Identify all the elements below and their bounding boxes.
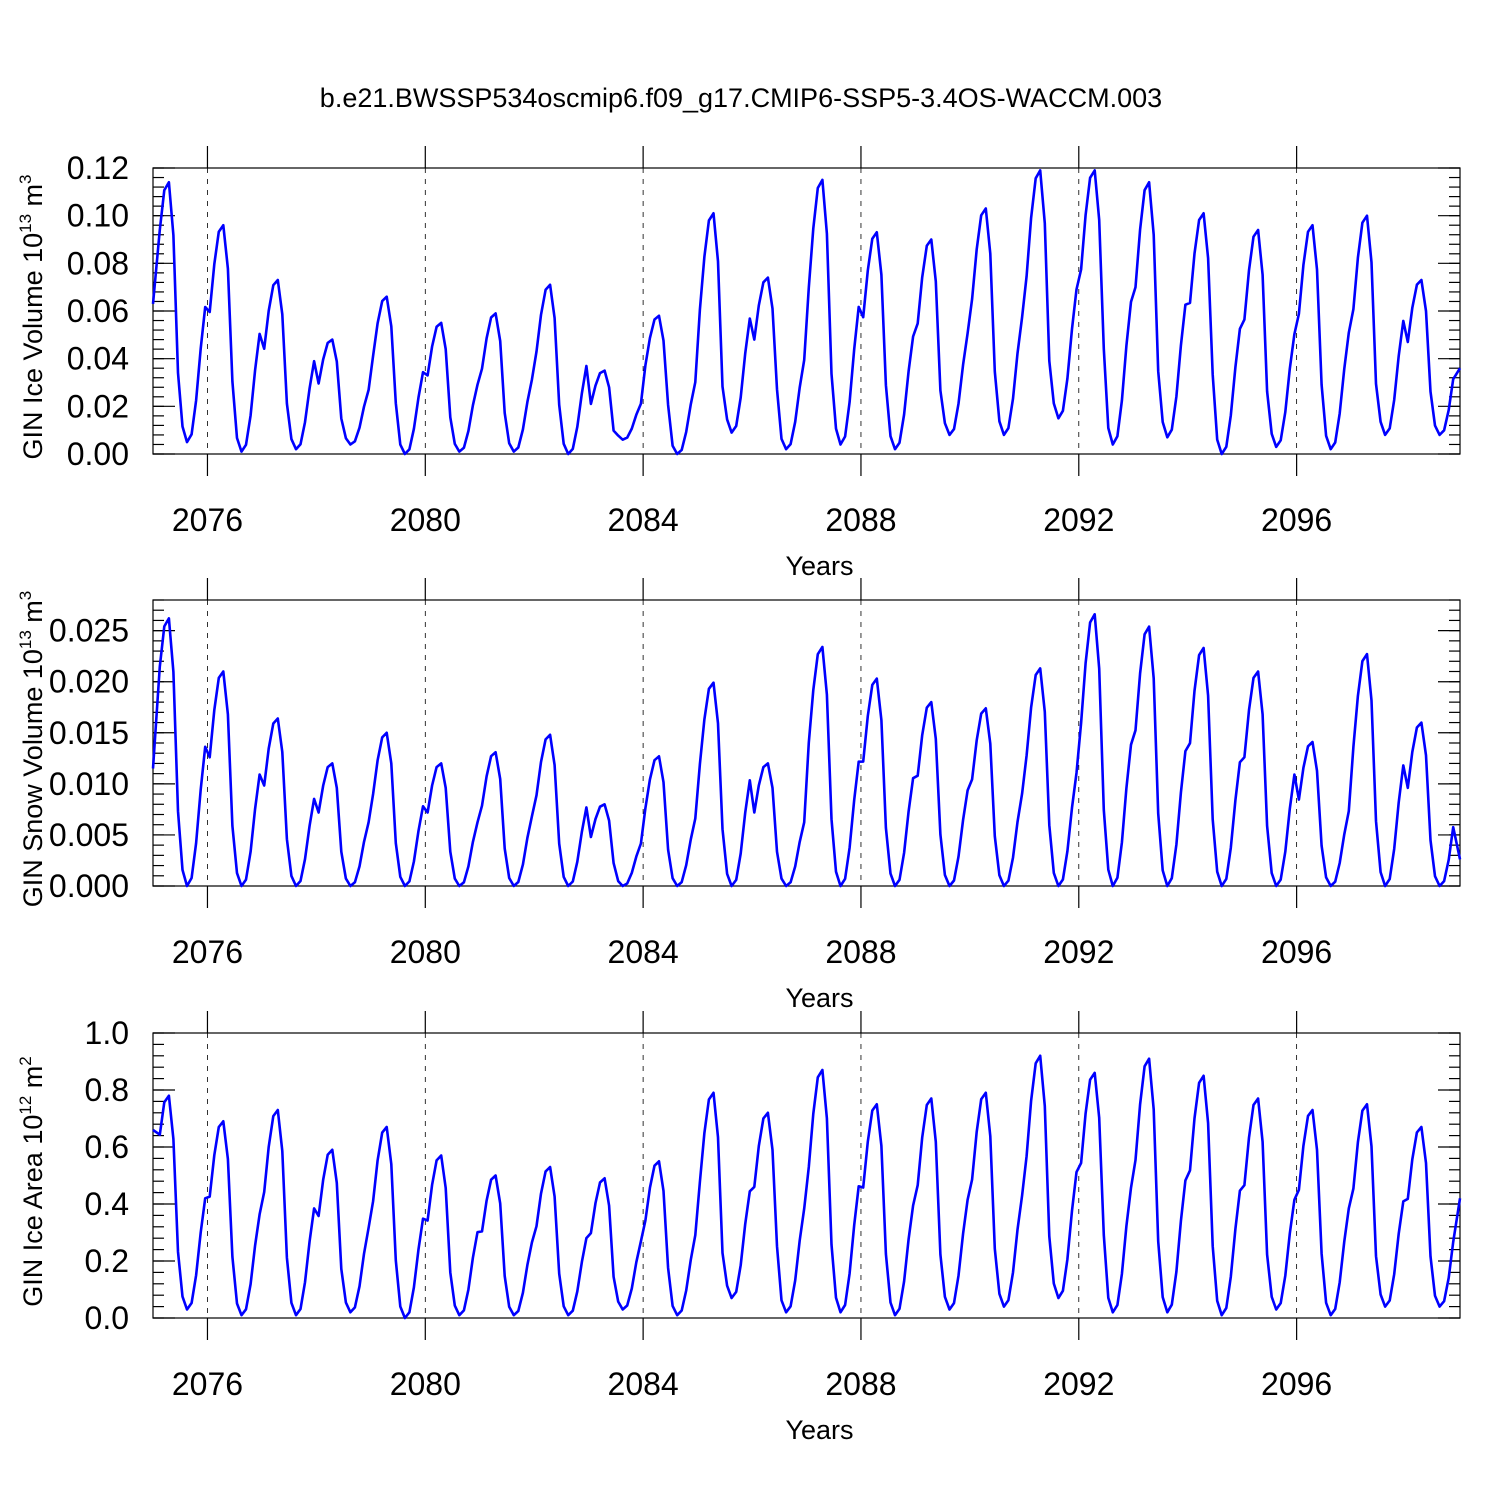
y-tick-label: 0.010 [49,766,129,802]
y-axis-title: GIN Ice Area 1012 m2 [16,1056,48,1307]
y-tick-label: 1.0 [85,1015,129,1051]
series-line [151,169,1462,456]
x-tick-label: 2088 [825,934,896,970]
x-tick-label: 2076 [172,934,243,970]
panel-3: 2076 2080 2084 2088 2092 2096 0.0 0.2 0.4 0.6 0.8 1… [16,1011,1462,1445]
y-tick-label: 0.020 [49,664,129,700]
x-tick-label: 2096 [1261,934,1332,970]
panel-1: 2076 2080 2084 2088 2092 2096 0.00 0.02 0.04 0.06… [16,146,1462,581]
x-tick-label: 2096 [1261,1366,1332,1402]
y-axis-title-unit: m [18,600,48,630]
x-tick-label: 2080 [390,934,461,970]
x-tick-label: 2088 [825,502,896,538]
y-tick-label: 0.6 [85,1129,129,1165]
y-axis-title-text: GIN Ice Area 10 [18,1115,48,1307]
x-tick-label: 2084 [608,1366,679,1402]
chart-title: b.e21.BWSSP534oscmip6.f09_g17.CMIP6-SSP5… [320,83,1162,113]
y-axis-title-unit-exponent: 3 [16,174,35,183]
x-axis-title: Years [785,1415,853,1445]
x-tick-label: 2080 [390,1366,461,1402]
series-line [151,613,1462,888]
y-tick-label: 0.08 [67,245,129,281]
y-axis-title-unit-exponent: 3 [16,591,35,600]
x-tick-label: 2096 [1261,502,1332,538]
x-tick-label: 2092 [1043,502,1114,538]
y-tick-label: 0.015 [49,715,129,751]
y-tick-label: 0.8 [85,1072,129,1108]
y-tick-label: 0.0 [85,1300,129,1336]
y-tick-label: 0.06 [67,293,129,329]
y-axis-title-unit: m [18,1066,48,1096]
y-tick-label: 0.04 [67,341,129,377]
x-tick-label: 2080 [390,502,461,538]
x-tick-label: 2084 [608,502,679,538]
x-tick-label: 2092 [1043,1366,1114,1402]
y-axis-title-unit-exponent: 2 [16,1056,35,1065]
y-axis-title-text: GIN Ice Volume 10 [18,233,48,460]
x-tick-label: 2088 [825,1366,896,1402]
y-axis-title: GIN Ice Volume 1013 m3 [16,174,48,459]
x-tick-label: 2076 [172,1366,243,1402]
series-line [152,1054,1462,1320]
y-tick-label: 0.005 [49,817,129,853]
x-tick-label: 2084 [608,934,679,970]
y-tick-label: 0.00 [67,436,129,472]
y-tick-label: 0.10 [67,198,129,234]
plot-frame [152,1032,1461,1319]
y-tick-label: 0.000 [49,868,129,904]
y-axis-title: GIN Snow Volume 1013 m3 [16,591,48,908]
x-axis-title: Years [785,551,853,581]
y-tick-label: 0.025 [49,613,129,649]
y-axis-title-exponent: 13 [16,214,35,233]
y-tick-label: 0.12 [67,150,129,186]
y-tick-label: 0.4 [85,1186,129,1222]
y-axis-title-exponent: 13 [16,630,35,649]
y-axis-title-exponent: 12 [16,1096,35,1115]
x-tick-label: 2076 [172,502,243,538]
y-axis-title-text: GIN Snow Volume 10 [18,649,48,907]
panels: 2076 2080 2084 2088 2092 20960.000.020.040.06… [16,146,1462,1445]
x-tick-label: 2092 [1043,934,1114,970]
panel-2: 2076 2080 2084 2088 2092 2096 0.000 0.005 0.010 0… [16,578,1462,1013]
y-tick-label: 0.02 [67,388,129,424]
y-axis-title-unit: m [18,184,48,214]
x-axis-title: Years [785,983,853,1013]
y-tick-label: 0.2 [85,1243,129,1279]
